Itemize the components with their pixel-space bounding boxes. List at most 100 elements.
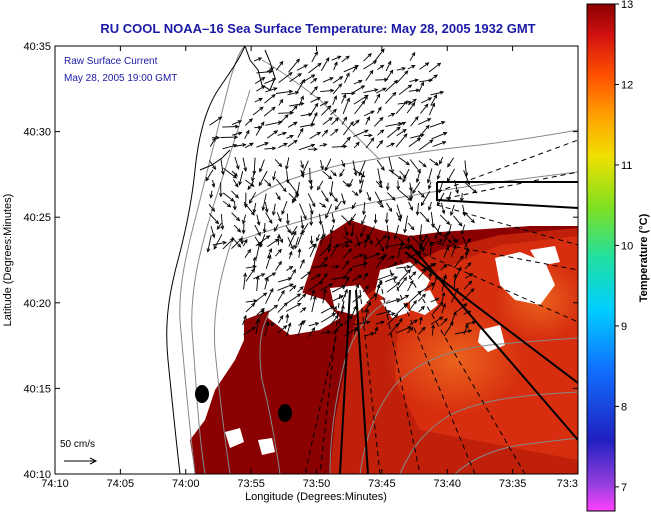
current-vector-head xyxy=(347,248,353,253)
current-vector xyxy=(331,213,335,223)
current-vector-head xyxy=(466,180,471,186)
current-vector xyxy=(277,235,280,246)
current-vector-head xyxy=(247,185,252,191)
current-vector-head xyxy=(242,219,246,225)
current-vector xyxy=(330,170,337,177)
current-vector-head xyxy=(438,231,443,237)
current-vector xyxy=(407,252,421,259)
current-vector xyxy=(277,290,285,302)
current-vector xyxy=(299,203,307,220)
colorbar-ticks: 13 12 11 10 9 8 7 xyxy=(615,0,633,494)
current-vector xyxy=(322,77,334,83)
current-vector xyxy=(432,141,446,147)
current-vector xyxy=(265,87,277,93)
current-vector xyxy=(464,262,472,270)
current-vector-head xyxy=(382,234,387,239)
current-vector-head xyxy=(454,239,459,244)
current-vector-head xyxy=(422,268,427,273)
current-vector xyxy=(300,169,304,178)
current-vector-head xyxy=(248,199,253,205)
current-vector xyxy=(428,62,441,73)
current-vector xyxy=(419,245,422,258)
current-vector-head xyxy=(443,274,447,279)
current-vector-head xyxy=(412,299,417,305)
current-vector xyxy=(244,118,253,126)
current-vector xyxy=(311,264,328,269)
current-vector xyxy=(443,322,454,337)
current-vector xyxy=(297,321,304,337)
current-vector xyxy=(462,288,475,301)
current-vector xyxy=(275,61,284,71)
current-vector-head xyxy=(426,179,431,184)
current-vector-head xyxy=(314,51,318,56)
current-vector xyxy=(213,234,223,250)
y-tick-label: 40:20 xyxy=(23,298,51,310)
current-vector xyxy=(450,245,457,257)
current-vector-head xyxy=(346,97,350,102)
current-vector-head xyxy=(353,326,358,332)
current-vector-head xyxy=(302,293,307,298)
current-vector xyxy=(310,78,317,84)
current-vector xyxy=(307,193,316,207)
current-vector xyxy=(384,70,394,82)
current-vector-head xyxy=(361,220,365,225)
current-vector-head xyxy=(443,132,448,136)
current-vector-head xyxy=(439,90,445,95)
current-vector xyxy=(421,237,430,251)
current-vector-head xyxy=(366,320,371,325)
current-vector-head xyxy=(345,244,350,248)
current-vector xyxy=(210,226,215,238)
current-vector xyxy=(464,273,473,279)
current-vector xyxy=(320,306,334,314)
current-vector-head xyxy=(344,288,348,294)
current-vector-head xyxy=(328,117,333,122)
current-vector-head xyxy=(459,255,464,260)
current-vector xyxy=(308,281,323,292)
current-vector xyxy=(410,116,419,127)
current-vector-head xyxy=(436,175,441,180)
current-vector-head xyxy=(215,135,221,140)
current-vector xyxy=(274,159,282,167)
current-vector-head xyxy=(388,207,393,213)
current-vector xyxy=(288,231,297,247)
current-vector-head xyxy=(357,294,362,299)
current-vector xyxy=(208,213,219,224)
current-vector-head xyxy=(300,95,304,100)
current-vector-head xyxy=(409,279,414,285)
current-vector-head xyxy=(341,304,345,310)
current-vector xyxy=(267,248,272,259)
current-vector-head xyxy=(394,323,399,328)
current-vector xyxy=(374,284,380,301)
current-vector-head xyxy=(234,183,239,188)
current-vector xyxy=(208,204,215,212)
current-vector-head xyxy=(414,115,419,121)
current-vector xyxy=(330,181,334,196)
current-vector xyxy=(343,235,353,244)
current-vector xyxy=(421,190,431,206)
current-vector xyxy=(318,244,332,257)
current-vector-head xyxy=(297,73,302,78)
current-vector-head xyxy=(233,135,239,140)
current-vector xyxy=(376,256,385,269)
current-vector-head xyxy=(222,240,228,245)
current-vector-head xyxy=(467,262,472,267)
current-vector xyxy=(291,225,298,235)
current-vector-head xyxy=(320,234,325,240)
current-vector xyxy=(386,225,390,240)
current-vector xyxy=(322,289,326,304)
current-vector-head xyxy=(292,199,296,204)
current-vector xyxy=(453,255,464,269)
current-vector-head xyxy=(391,312,396,316)
current-vector-head xyxy=(425,218,430,223)
current-vector-head xyxy=(444,231,449,237)
current-vector xyxy=(352,254,363,259)
current-vector xyxy=(285,303,301,312)
current-vector xyxy=(253,157,256,175)
current-vector-head xyxy=(325,214,329,219)
current-vector-head xyxy=(364,129,369,134)
current-vector xyxy=(256,142,269,148)
current-vector xyxy=(319,101,328,107)
current-vector-head xyxy=(292,230,297,236)
current-vector-head xyxy=(468,280,473,285)
current-vector-head xyxy=(293,105,298,110)
